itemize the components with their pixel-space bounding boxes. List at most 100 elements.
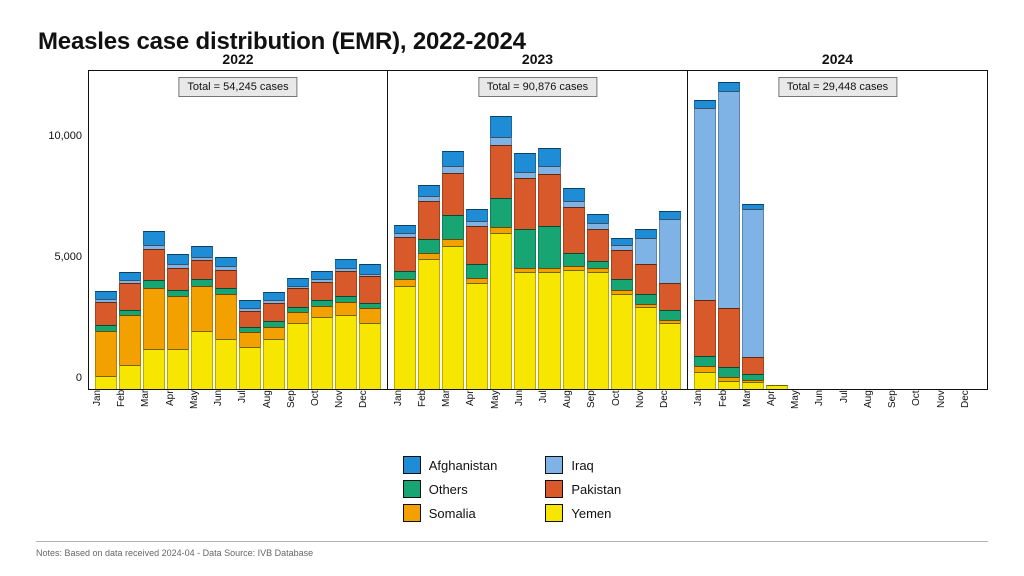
legend-swatch: [545, 504, 563, 522]
bar-segment-others: [694, 356, 716, 367]
bar-segment-afghanistan: [95, 291, 117, 299]
legend-swatch: [403, 456, 421, 474]
bar-segment-pakistan: [538, 174, 560, 226]
bar-segment-pakistan: [466, 226, 488, 264]
bar-segment-afghanistan: [119, 272, 141, 280]
bar-segment-somalia: [394, 279, 416, 286]
x-tick-label: Dec: [960, 390, 982, 420]
bar-stack: [143, 231, 165, 389]
bar-segment-yemen: [611, 294, 633, 389]
x-tick-label: Jul: [538, 390, 560, 420]
x-tick-label: Oct: [611, 390, 633, 420]
bar-segment-yemen: [191, 331, 213, 389]
bar-stack: [611, 238, 633, 389]
bar-segment-yemen: [442, 246, 464, 389]
legend-item-others: Others: [403, 480, 498, 498]
panel-title: 2023: [388, 51, 687, 67]
bar-segment-pakistan: [587, 229, 609, 261]
bar-segment-somalia: [335, 302, 357, 315]
bar-segment-afghanistan: [263, 292, 285, 300]
bar-segment-afghanistan: [143, 231, 165, 244]
legend-swatch: [545, 456, 563, 474]
bar-segment-afghanistan: [538, 148, 560, 167]
bar-segment-pakistan: [311, 282, 333, 301]
bar-segment-pakistan: [95, 302, 117, 326]
bar-segment-pakistan: [335, 271, 357, 296]
bar-segment-afghanistan: [335, 259, 357, 268]
bar-stack: [95, 291, 117, 389]
bar-segment-pakistan: [659, 283, 681, 310]
legend-label: Yemen: [571, 506, 611, 521]
footer: Notes: Based on data received 2024-04 - …: [36, 541, 988, 558]
bar-segment-yemen: [659, 323, 681, 389]
bar-segment-others: [394, 271, 416, 279]
x-tick-label: Dec: [358, 390, 380, 420]
bar-stack: [335, 259, 357, 389]
panel-title: 2024: [688, 51, 987, 67]
bar-segment-iraq: [538, 166, 560, 174]
bar-segment-afghanistan: [442, 151, 464, 167]
bar-segment-yemen: [311, 317, 333, 389]
bar-segment-others: [191, 279, 213, 286]
total-box: Total = 54,245 cases: [178, 77, 297, 97]
bar-segment-afghanistan: [311, 271, 333, 279]
bar-segment-pakistan: [287, 288, 309, 307]
bar-segment-pakistan: [611, 250, 633, 279]
bar-segment-iraq: [742, 209, 764, 357]
x-tick-label: Sep: [286, 390, 308, 420]
bar-segment-afghanistan: [694, 100, 716, 108]
bar-segment-yemen: [466, 283, 488, 389]
bar-segment-afghanistan: [718, 82, 740, 91]
x-tick-label: Jan: [393, 390, 415, 420]
bar-segment-pakistan: [694, 300, 716, 356]
x-tick-label: Mar: [742, 390, 764, 420]
bar-segment-iraq: [635, 238, 657, 265]
bar-segment-afghanistan: [215, 257, 237, 266]
x-tick-label: Dec: [659, 390, 681, 420]
bar-segment-yemen: [119, 365, 141, 389]
bar-segment-somalia: [418, 253, 440, 260]
x-tick-label: Jun: [514, 390, 536, 420]
bar-segment-pakistan: [742, 357, 764, 374]
bar-segment-pakistan: [167, 268, 189, 289]
bar-segment-others: [514, 229, 536, 269]
bar-segment-others: [611, 279, 633, 290]
x-tick-label: Oct: [310, 390, 332, 420]
bar-stack: [418, 185, 440, 389]
panel-title: 2022: [89, 51, 387, 67]
bar-segment-pakistan: [191, 260, 213, 279]
bar-segment-afghanistan: [466, 209, 488, 221]
bar-stack: [718, 82, 740, 389]
x-axis: JanFebMarAprMayJunJulAugSepOctNovDec: [687, 390, 988, 420]
bar-segment-pakistan: [418, 201, 440, 239]
bar-stack: [538, 148, 560, 389]
bar-segment-iraq: [442, 166, 464, 173]
bar-segment-pakistan: [635, 264, 657, 293]
bar-segment-somalia: [287, 312, 309, 323]
legend-label: Pakistan: [571, 482, 621, 497]
x-tick-label: Jun: [213, 390, 235, 420]
x-tick-label: Aug: [262, 390, 284, 420]
bar-segment-somalia: [442, 239, 464, 246]
bar-segment-others: [490, 198, 512, 227]
bar-stack: [394, 225, 416, 389]
bar-segment-iraq: [514, 172, 536, 179]
x-tick-label: Apr: [766, 390, 788, 420]
bar-segment-pakistan: [215, 270, 237, 289]
bar-segment-pakistan: [718, 308, 740, 366]
x-tick-label: Nov: [334, 390, 356, 420]
bar-segment-yemen: [635, 307, 657, 389]
panel-2024: 2024Total = 29,448 cases: [688, 70, 988, 390]
bar-segment-yemen: [718, 381, 740, 389]
bar-segment-yemen: [587, 272, 609, 389]
x-tick-label: Jul: [839, 390, 861, 420]
bar-segment-afghanistan: [239, 300, 261, 308]
bar-segment-iraq: [718, 91, 740, 308]
bar-segment-iraq: [490, 137, 512, 145]
x-tick-label: Nov: [635, 390, 657, 420]
x-tick-label: Apr: [465, 390, 487, 420]
bar-segment-yemen: [766, 385, 788, 389]
legend-label: Somalia: [429, 506, 476, 521]
bar-stack: [215, 257, 237, 389]
bar-stack: [466, 209, 488, 389]
